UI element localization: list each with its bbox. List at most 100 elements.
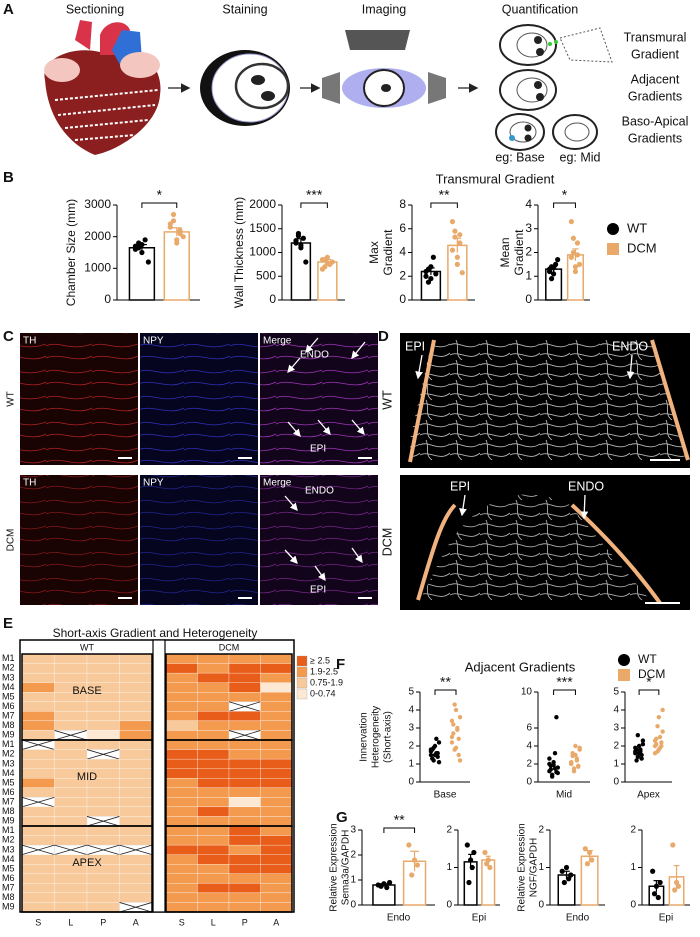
heatmap-cell [119, 663, 153, 674]
row-label: M6 [2, 873, 15, 883]
data-point [174, 237, 180, 243]
data-point [459, 270, 465, 276]
heatmap-cell [197, 873, 230, 884]
heatmap-cell [260, 854, 293, 865]
y-tick-label: 10 [521, 687, 533, 698]
data-point [572, 268, 579, 275]
decoration [322, 72, 340, 104]
empty-cell-cross [54, 730, 88, 741]
legend-label: WT [638, 652, 657, 666]
column-label: P [242, 917, 248, 927]
y-tick-label: 2 [350, 850, 356, 861]
heatmap-cell [165, 672, 198, 683]
heatmap-cell [54, 835, 88, 846]
data-point [428, 747, 434, 752]
empty-cell-cross [228, 730, 261, 741]
bar [290, 242, 312, 301]
y-axis-label: (Short-axis) [383, 711, 394, 763]
decoration [534, 81, 542, 89]
heatmap-cell [119, 730, 153, 741]
decoration [287, 421, 301, 437]
data-point [655, 894, 661, 901]
group-label: DCM [219, 642, 240, 652]
legend-label: DCM [627, 240, 657, 255]
heatmap-cell [260, 711, 293, 722]
decoration [524, 36, 544, 142]
decoration [261, 91, 275, 101]
panel-label: F [336, 656, 345, 673]
decoration [57, 104, 156, 116]
y-axis-label: Chamber Size (mm) [64, 199, 78, 306]
data-point [139, 249, 145, 256]
y-tick-label: 2000 [84, 229, 111, 243]
row-label: M6 [2, 701, 15, 711]
heatmap-cell [228, 653, 261, 664]
marker-label: ENDO [612, 339, 648, 353]
data-point [430, 756, 435, 761]
chart-title: Adjacent Gradients [465, 659, 576, 674]
heatmap-cell [197, 902, 230, 913]
heatmap-cell [197, 711, 230, 722]
decoration [74, 134, 136, 141]
output-label: Gradient [631, 47, 679, 61]
heatmap-cell [54, 720, 88, 731]
data-point [655, 724, 660, 729]
marker-label: EPI [450, 479, 470, 493]
heatmap-cell [119, 873, 153, 884]
heatmap-cell [21, 730, 55, 741]
y-tick-label: 0 [269, 292, 276, 306]
row-label: M9 [2, 730, 15, 740]
heatmap-cell [119, 758, 153, 769]
heatmap-cell [119, 864, 153, 874]
decoration [626, 354, 635, 380]
data-point [634, 758, 639, 763]
data-point [139, 241, 145, 248]
decoration [251, 75, 265, 85]
decoration [20, 475, 138, 605]
heatmap-cell [260, 902, 293, 913]
y-tick-label: 0 [526, 777, 532, 788]
heatmap-cell [21, 758, 55, 769]
decoration [64, 119, 149, 129]
y-tick-label: 0 [350, 900, 356, 911]
data-point [576, 261, 583, 267]
section-label: BASE [72, 685, 101, 697]
heatmap-cell [197, 854, 230, 865]
heatmap-cell [54, 711, 88, 722]
data-point [555, 257, 561, 263]
data-point [635, 754, 641, 759]
significance-bracket [430, 202, 458, 208]
decoration [415, 354, 423, 380]
heatmap-cell [119, 682, 153, 693]
heatmap-cell [21, 682, 55, 693]
empty-cell-cross [119, 844, 153, 856]
heatmap-cell [228, 672, 261, 683]
significance-label: * [157, 187, 163, 203]
data-point [660, 707, 665, 713]
heatmap-cell [119, 692, 153, 702]
decoration [20, 333, 138, 465]
data-point [300, 235, 306, 241]
data-point [170, 218, 177, 224]
row-label: M4 [2, 854, 15, 864]
heatmap-cell [86, 730, 120, 741]
heatmap-cell [54, 816, 88, 827]
decoration [284, 337, 366, 582]
data-point [582, 846, 588, 852]
data-point [657, 879, 663, 886]
heatmap-cell [228, 758, 261, 769]
heatmap-cell [21, 816, 55, 827]
panel-label: G [336, 809, 348, 826]
heatmap-cell [260, 720, 293, 731]
decoration [509, 135, 515, 141]
significance-label: ** [394, 812, 405, 828]
column-label: S [179, 917, 185, 927]
decoration [428, 72, 446, 104]
heatmap-cell [260, 825, 293, 836]
y-tick-label: 2 [525, 245, 532, 259]
heatmap-cell [21, 787, 55, 798]
heatmap-cell [228, 883, 261, 894]
heatmap-cell [260, 816, 293, 827]
heatmap-cell [21, 720, 55, 731]
